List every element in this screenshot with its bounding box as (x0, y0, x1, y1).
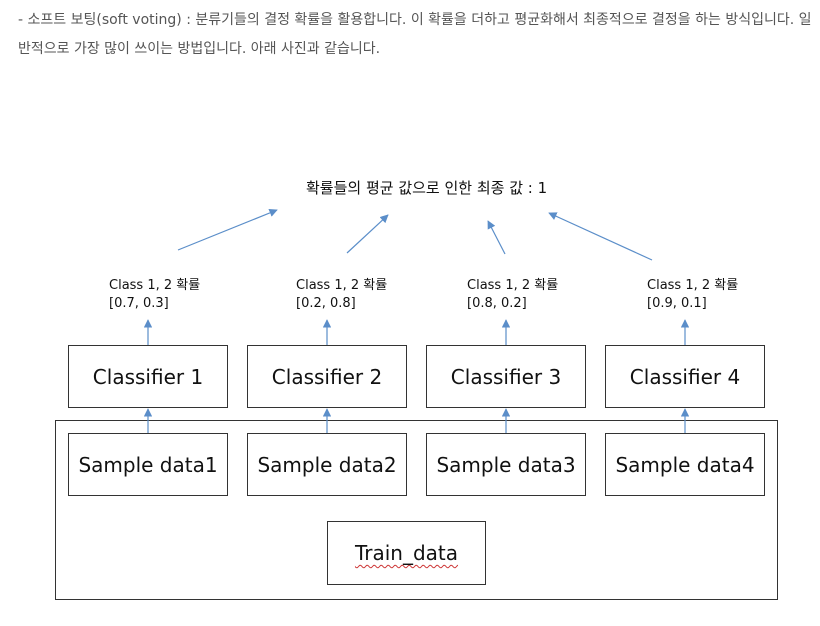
probability-values-2: [0.2, 0.8] (296, 296, 356, 311)
probability-title-2: Class 1, 2 확률 (296, 278, 388, 293)
sample-data-box-3: Sample data3 (426, 433, 586, 496)
train-data-box: Train_data (327, 521, 486, 585)
probability-label-4: Class 1, 2 확률 [0.9, 0.1] (647, 277, 738, 313)
classifier-box-1: Classifier 1 (68, 345, 228, 408)
final-value-label: 확률들의 평균 값으로 인한 최종 값 : 1 (306, 179, 548, 197)
train-data-label: Train_data (354, 541, 459, 565)
probability-label-2: Class 1, 2 확률 [0.2, 0.8] (296, 277, 387, 313)
arrow-prob-to-final-4 (548, 212, 653, 261)
classifier-box-4: Classifier 4 (605, 345, 765, 408)
arrow-prob-to-final-2 (346, 214, 389, 254)
train-data-container (55, 420, 778, 600)
sample-data-box-1: Sample data1 (68, 433, 228, 496)
arrow-prob-to-final-3 (487, 220, 506, 255)
probability-values-1: [0.7, 0.3] (109, 296, 169, 311)
probability-title-4: Class 1, 2 확률 (647, 278, 739, 293)
probability-title-1: Class 1, 2 확률 (109, 278, 201, 293)
arrow-prob-to-final-1 (177, 208, 278, 251)
classifier-box-3: Classifier 3 (426, 345, 586, 408)
probability-values-3: [0.8, 0.2] (467, 296, 527, 311)
probability-label-3: Class 1, 2 확률 [0.8, 0.2] (467, 277, 558, 313)
intro-paragraph: - 소프트 보팅(soft voting) : 분류기들의 결정 확률을 활용합… (18, 12, 812, 57)
probability-title-3: Class 1, 2 확률 (467, 278, 559, 293)
probability-label-1: Class 1, 2 확률 [0.7, 0.3] (109, 277, 200, 313)
sample-data-box-4: Sample data4 (605, 433, 765, 496)
classifier-box-2: Classifier 2 (247, 345, 407, 408)
sample-data-box-2: Sample data2 (247, 433, 407, 496)
probability-values-4: [0.9, 0.1] (647, 296, 707, 311)
